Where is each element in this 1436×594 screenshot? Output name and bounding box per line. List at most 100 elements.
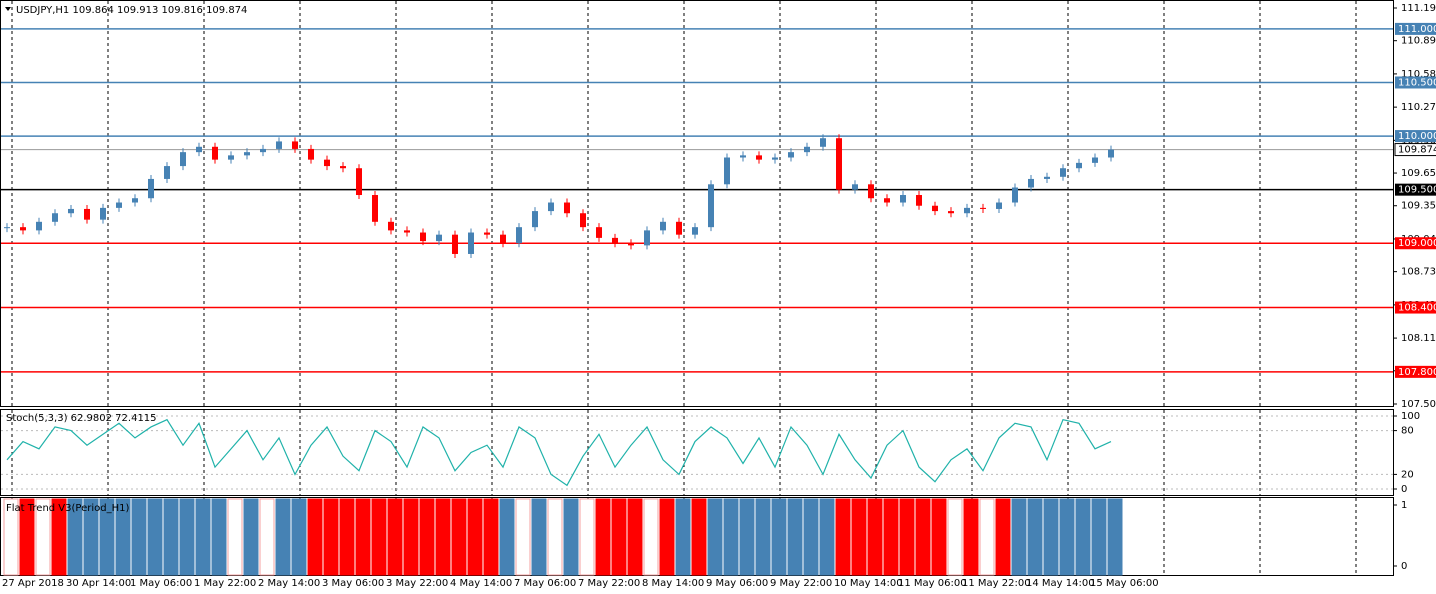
x-tick-label: 3 May 06:00 bbox=[322, 578, 384, 589]
y-tick-label: 108.115 bbox=[1401, 333, 1436, 344]
candle bbox=[1060, 168, 1066, 177]
y-tick-label: 111.195 bbox=[1401, 3, 1436, 14]
candle bbox=[1028, 178, 1034, 188]
trend-bar bbox=[115, 498, 131, 576]
candle bbox=[1012, 187, 1018, 203]
candle bbox=[180, 152, 186, 167]
candle bbox=[484, 232, 490, 235]
y-tick-label: 110.890 bbox=[1401, 36, 1436, 47]
x-tick-label: 1 May 22:00 bbox=[194, 578, 256, 589]
y-tick-label: 109.350 bbox=[1401, 201, 1436, 212]
level-tag bbox=[1395, 365, 1436, 378]
y-tick-label: 80 bbox=[1401, 426, 1414, 437]
x-tick-label: 7 May 06:00 bbox=[514, 578, 576, 589]
candle bbox=[276, 141, 282, 149]
trend-bar bbox=[1011, 498, 1027, 576]
trend-bar bbox=[387, 498, 403, 576]
x-tick-label: 10 May 14:00 bbox=[834, 578, 903, 589]
stoch-line bbox=[6, 418, 1112, 487]
menu-arrow bbox=[5, 7, 11, 11]
candle bbox=[708, 184, 714, 228]
candle bbox=[948, 211, 954, 214]
main-panel bbox=[0, 0, 1394, 407]
candle bbox=[964, 207, 970, 214]
trend-bar bbox=[947, 498, 963, 576]
trend-bar bbox=[1027, 498, 1043, 576]
x-tick-label: 14 May 14:00 bbox=[1026, 578, 1095, 589]
trend-bar bbox=[307, 498, 323, 576]
candle bbox=[916, 195, 922, 206]
candle bbox=[468, 232, 474, 254]
candle bbox=[244, 152, 250, 156]
candle bbox=[404, 230, 410, 233]
candle bbox=[852, 184, 858, 190]
candle bbox=[308, 148, 314, 160]
candle bbox=[644, 230, 650, 246]
candle bbox=[324, 159, 330, 167]
trend-bar bbox=[707, 498, 723, 576]
candle bbox=[148, 178, 154, 199]
trend-bar bbox=[483, 498, 499, 576]
trend-bar bbox=[611, 498, 627, 576]
trend-bar bbox=[131, 498, 147, 576]
candle bbox=[388, 221, 394, 231]
trend-bar bbox=[291, 498, 307, 576]
trend-bar bbox=[371, 498, 387, 576]
candle bbox=[68, 208, 74, 214]
trend-bar bbox=[675, 498, 691, 576]
candle bbox=[1076, 162, 1082, 169]
trend-bar bbox=[931, 498, 947, 576]
trend-bar bbox=[259, 498, 275, 576]
trend-bar bbox=[403, 498, 419, 576]
y-tick-label: 108.735 bbox=[1401, 267, 1436, 278]
candle bbox=[260, 148, 266, 153]
trend-bar bbox=[179, 498, 195, 576]
x-tick-label: 9 May 22:00 bbox=[770, 578, 832, 589]
trend-bar bbox=[435, 498, 451, 576]
header: USDJPY,H1 109.864 109.913 109.816 109.87… bbox=[16, 5, 247, 16]
level-label: 108.400 bbox=[1398, 303, 1436, 314]
candle bbox=[452, 234, 458, 254]
x-tick-label: 11 May 22:00 bbox=[962, 578, 1031, 589]
y-tick-label: 110.580 bbox=[1401, 69, 1436, 80]
trend-bar bbox=[195, 498, 211, 576]
candle bbox=[4, 227, 10, 229]
candle bbox=[564, 202, 570, 214]
trend-bar bbox=[595, 498, 611, 576]
y-tick-label: 107.500 bbox=[1401, 399, 1436, 410]
trend-bar bbox=[691, 498, 707, 576]
candle bbox=[20, 227, 26, 231]
trend-bar bbox=[835, 498, 851, 576]
current-tag bbox=[1394, 143, 1436, 157]
candle bbox=[548, 202, 554, 212]
trend-bar bbox=[627, 498, 643, 576]
panel-title: Stoch(5,3,3) 62.9802 72.4115 bbox=[6, 413, 157, 424]
candle bbox=[132, 198, 138, 203]
candle bbox=[228, 155, 234, 160]
trend-bar bbox=[803, 498, 819, 576]
trend-bar bbox=[963, 498, 979, 576]
candle bbox=[868, 184, 874, 199]
level-tag bbox=[1395, 130, 1436, 143]
trend-bar bbox=[531, 498, 547, 576]
trend-bar bbox=[1107, 498, 1123, 576]
candle bbox=[724, 157, 730, 185]
candle bbox=[676, 221, 682, 235]
candle bbox=[628, 243, 634, 246]
trend-bar bbox=[83, 498, 99, 576]
candle bbox=[1108, 149, 1114, 158]
trend-bar bbox=[147, 498, 163, 576]
trend-bar bbox=[99, 498, 115, 576]
x-tick-label: 15 May 06:00 bbox=[1090, 578, 1159, 589]
candle bbox=[804, 146, 810, 153]
trend-bar bbox=[35, 498, 51, 576]
trend-bar bbox=[163, 498, 179, 576]
candle bbox=[356, 168, 362, 196]
trend-bar bbox=[771, 498, 787, 576]
trend-bar bbox=[979, 498, 995, 576]
trend-bar bbox=[467, 498, 483, 576]
candle bbox=[836, 138, 842, 190]
level-label: 111.000 bbox=[1398, 24, 1436, 35]
trend-bar bbox=[547, 498, 563, 576]
x-tick-label: 8 May 14:00 bbox=[642, 578, 704, 589]
